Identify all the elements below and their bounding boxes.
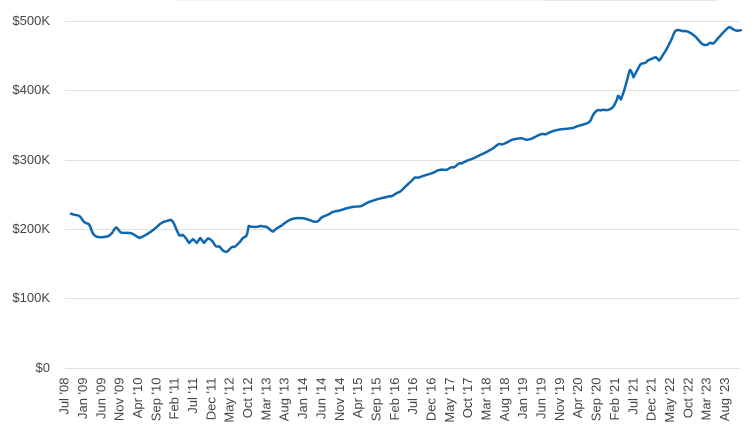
svg-text:Jul '08: Jul '08 <box>57 378 72 415</box>
svg-text:Sep '20: Sep '20 <box>589 378 604 422</box>
svg-text:Mar '13: Mar '13 <box>258 378 273 421</box>
svg-text:$200K: $200K <box>12 221 50 236</box>
svg-text:Feb '21: Feb '21 <box>607 378 622 421</box>
svg-text:Oct '17: Oct '17 <box>460 378 475 419</box>
svg-text:$500K: $500K <box>12 13 50 28</box>
svg-text:Oct '22: Oct '22 <box>680 378 695 419</box>
svg-text:Jul '16: Jul '16 <box>405 378 420 415</box>
svg-text:Dec '16: Dec '16 <box>424 378 439 422</box>
svg-text:Jun '14: Jun '14 <box>313 378 328 420</box>
svg-text:Aug '18: Aug '18 <box>497 378 512 422</box>
svg-text:$0: $0 <box>36 360 50 375</box>
svg-text:Jul '21: Jul '21 <box>625 378 640 415</box>
svg-text:Feb '11: Feb '11 <box>167 378 182 420</box>
svg-text:$400K: $400K <box>12 82 50 97</box>
svg-text:Jun '19: Jun '19 <box>534 378 549 420</box>
svg-text:Apr '20: Apr '20 <box>570 378 585 419</box>
svg-text:May '17: May '17 <box>442 378 457 423</box>
svg-text:$300K: $300K <box>12 152 50 167</box>
svg-text:Apr '10: Apr '10 <box>130 378 145 419</box>
svg-text:Jun '09: Jun '09 <box>93 378 108 420</box>
svg-text:Jul '11: Jul '11 <box>185 378 200 414</box>
svg-text:Aug '13: Aug '13 <box>277 378 292 422</box>
svg-text:Sep '10: Sep '10 <box>148 378 163 422</box>
svg-text:Nov '09: Nov '09 <box>112 378 127 422</box>
svg-text:Sep '15: Sep '15 <box>368 378 383 422</box>
svg-text:Feb '16: Feb '16 <box>387 378 402 421</box>
svg-text:Jan '14: Jan '14 <box>295 378 310 420</box>
svg-text:Dec '21: Dec '21 <box>644 378 659 422</box>
svg-text:May '22: May '22 <box>662 378 677 423</box>
svg-text:$100K: $100K <box>12 290 50 305</box>
svg-text:Nov '19: Nov '19 <box>552 378 567 422</box>
svg-text:Mar '18: Mar '18 <box>479 378 494 421</box>
svg-text:Apr '15: Apr '15 <box>350 378 365 419</box>
svg-text:Oct '12: Oct '12 <box>240 378 255 419</box>
svg-text:Dec '11: Dec '11 <box>203 378 218 421</box>
svg-text:Aug '23: Aug '23 <box>717 378 732 422</box>
svg-text:Jan '09: Jan '09 <box>75 378 90 420</box>
svg-text:Nov '14: Nov '14 <box>332 378 347 422</box>
svg-text:May '12: May '12 <box>222 378 237 423</box>
svg-text:Mar '23: Mar '23 <box>699 378 714 421</box>
svg-text:Jan '19: Jan '19 <box>515 378 530 420</box>
